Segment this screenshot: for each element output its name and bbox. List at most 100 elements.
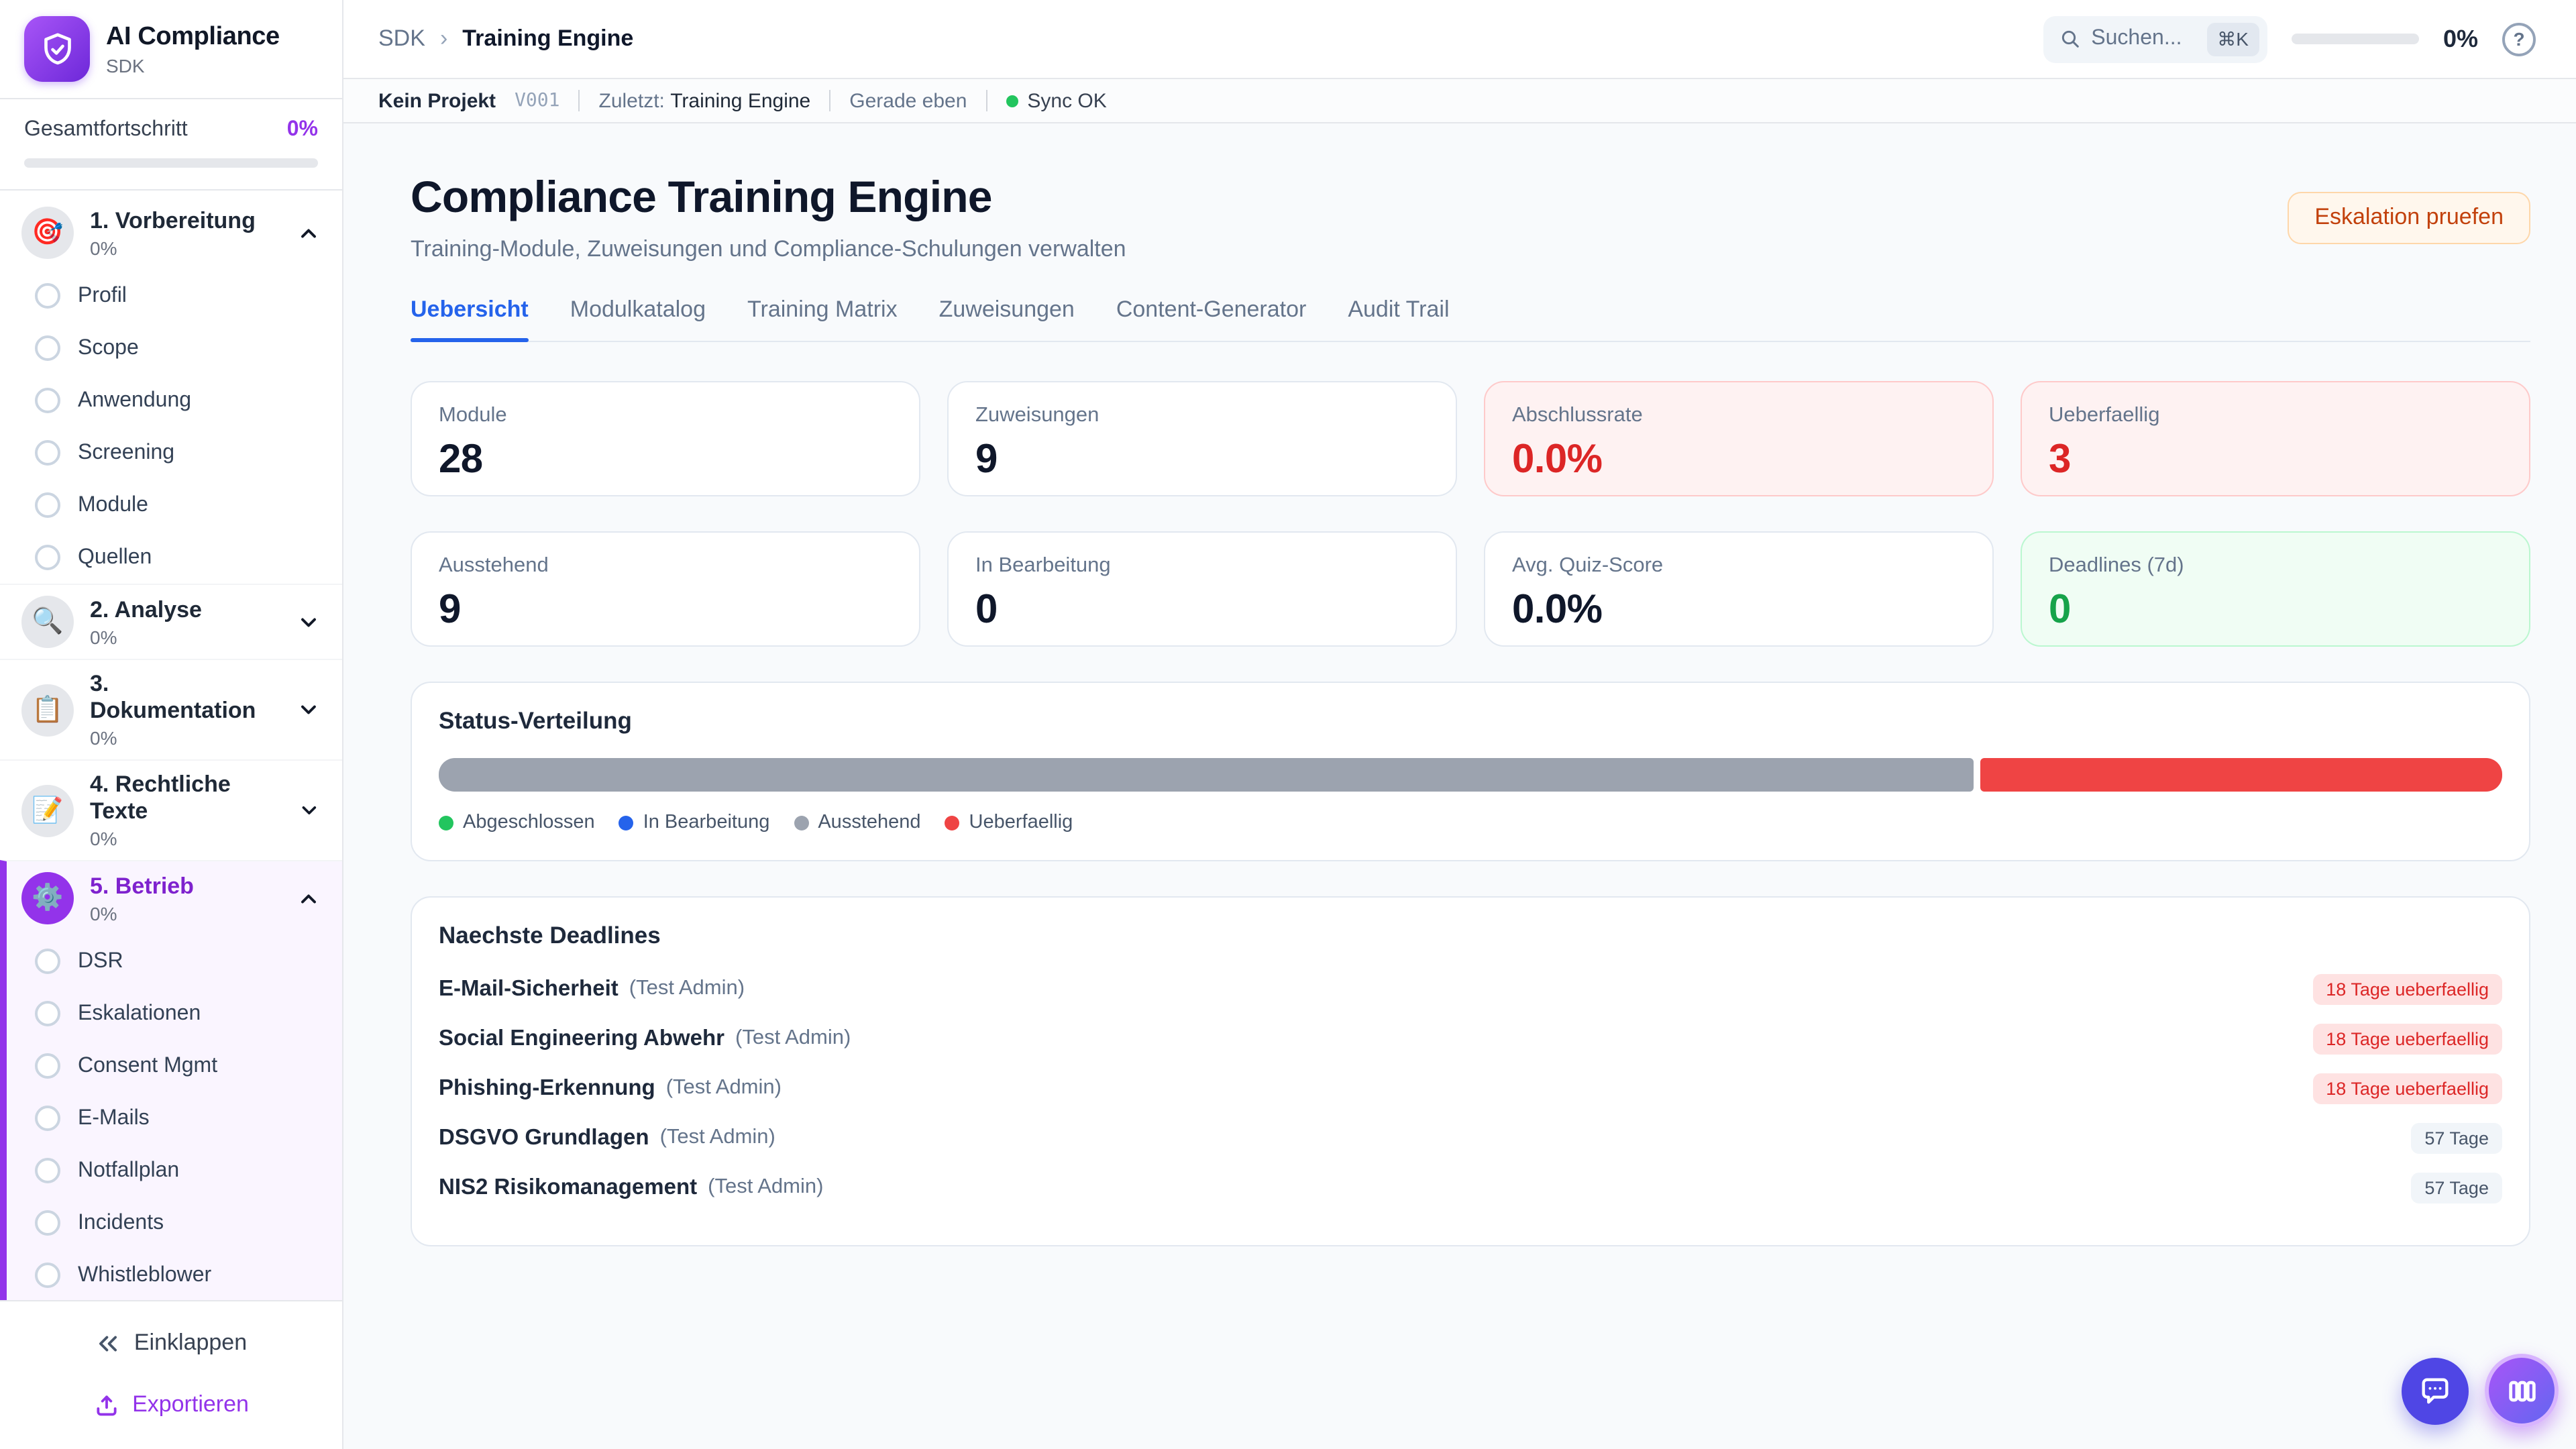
panel-title: Naechste Deadlines — [439, 922, 661, 949]
radio-circle-icon — [35, 1053, 60, 1079]
deadlines-panel: Naechste Deadlines E-Mail-Sicherheit (Te… — [411, 896, 2530, 1246]
header-progress-value: 0% — [2443, 25, 2478, 52]
sidebar-item-e-mails[interactable]: E-Mails — [7, 1092, 342, 1144]
deadline-row: NIS2 Risikomanagement (Test Admin) 57 Ta… — [439, 1169, 2502, 1206]
overdue-badge: 18 Tage ueberfaellig — [2312, 973, 2502, 1004]
due-badge: 57 Tage — [2411, 1122, 2502, 1153]
breadcrumb-current: Training Engine — [462, 25, 634, 51]
overdue-badge: 18 Tage ueberfaellig — [2312, 1073, 2502, 1104]
section-title: 4. Rechtliche Texte — [90, 771, 231, 824]
section-progress: 0% — [90, 902, 117, 924]
section-title: 5. Betrieb — [90, 873, 194, 898]
deadline-list: E-Mail-Sicherheit (Test Admin) 18 Tage u… — [439, 970, 2502, 1206]
tab-uebersicht[interactable]: Uebersicht — [411, 297, 529, 342]
section-header-dokumentation[interactable]: 📋 3. Dokumentation 0% — [0, 660, 342, 759]
sidebar-footer: Einklappen Exportieren — [0, 1300, 342, 1449]
section-header-betrieb[interactable]: ⚙️ 5. Betrieb 0% — [7, 861, 342, 935]
sidebar-item-screening[interactable]: Screening — [0, 427, 342, 479]
stat-card-abschlussrate: Abschlussrate 0.0% — [1484, 381, 1994, 496]
overall-progress-label: Gesamtfortschritt — [24, 118, 188, 141]
project-name: Kein Projekt — [378, 89, 496, 112]
help-icon[interactable]: ? — [2502, 22, 2536, 56]
red-dot-icon — [945, 815, 960, 830]
section-header-analyse[interactable]: 🔍 2. Analyse 0% — [0, 585, 342, 659]
legend-abgeschlossen: Abgeschlossen — [439, 812, 595, 833]
legend-in-bearbeitung: In Bearbeitung — [619, 812, 769, 833]
check-escalation-button[interactable]: Eskalation pruefen — [2288, 191, 2530, 244]
chevron-down-icon[interactable] — [297, 610, 321, 634]
status-bar: Kein Projekt V001 Zuletzt: Training Engi… — [343, 79, 2576, 123]
overall-progress: Gesamtfortschritt 0% — [0, 99, 342, 191]
chat-bubble-icon — [2422, 1378, 2449, 1404]
tab-content-generator[interactable]: Content-Generator — [1116, 297, 1307, 322]
columns-fab-button[interactable] — [2485, 1354, 2559, 1428]
sidebar-item-consent-mgmt[interactable]: Consent Mgmt — [7, 1040, 342, 1092]
sidebar-item-eskalationen[interactable]: Eskalationen — [7, 987, 342, 1040]
sidebar-section-betrieb: ⚙️ 5. Betrieb 0% DSR Eskalationen Consen… — [0, 860, 342, 1300]
overall-progress-value: 0% — [286, 118, 318, 141]
sidebar-item-whistleblower[interactable]: Whistleblower — [7, 1249, 342, 1300]
sidebar-item-anwendung[interactable]: Anwendung — [0, 374, 342, 427]
gray-dot-icon — [794, 815, 809, 830]
sidebar-item-module[interactable]: Module — [0, 479, 342, 531]
panel-title: Status-Verteilung — [439, 707, 632, 734]
chat-fab-button[interactable] — [2402, 1358, 2469, 1425]
clipboard-icon: 📋 — [21, 684, 74, 736]
sidebar: AI Compliance SDK Gesamtfortschritt 0% 🎯… — [0, 0, 343, 1449]
tab-modulkatalog[interactable]: Modulkatalog — [570, 297, 706, 322]
collapse-sidebar-button[interactable]: Einklappen — [0, 1312, 342, 1374]
chevron-down-icon[interactable] — [297, 698, 321, 722]
section-header-rechtliche-texte[interactable]: 📝 4. Rechtliche Texte 0% — [0, 761, 342, 860]
radio-circle-icon — [35, 949, 60, 974]
double-chevron-left-icon — [99, 1335, 117, 1351]
search-box[interactable]: ⌘K — [2043, 15, 2267, 62]
top-bar-right: ⌘K 0% ? — [2043, 15, 2536, 62]
chevron-up-icon[interactable] — [297, 886, 321, 910]
legend-ueberfaellig: Ueberfaellig — [945, 812, 1073, 833]
brand-text: AI Compliance SDK — [106, 22, 280, 76]
segment-ausstehend — [439, 758, 1974, 792]
chevron-up-icon[interactable] — [297, 221, 321, 245]
sync-status: Sync OK — [1006, 89, 1107, 112]
upload-icon — [96, 1395, 116, 1415]
sidebar-item-scope[interactable]: Scope — [0, 322, 342, 374]
chevron-down-icon[interactable] — [298, 798, 321, 822]
radio-circle-icon — [35, 440, 60, 466]
sidebar-item-notfallplan[interactable]: Notfallplan — [7, 1144, 342, 1197]
columns-icon — [2508, 1380, 2535, 1401]
section-header-vorbereitung[interactable]: 🎯 1. Vorbereitung 0% — [0, 196, 342, 270]
breadcrumb-separator: › — [439, 25, 448, 51]
breadcrumb-root[interactable]: SDK — [378, 25, 425, 51]
tab-audit-trail[interactable]: Audit Trail — [1348, 297, 1450, 322]
tab-zuweisungen[interactable]: Zuweisungen — [938, 297, 1075, 322]
section-title: 2. Analyse — [90, 596, 202, 622]
radio-circle-icon — [35, 1158, 60, 1183]
app-title: AI Compliance — [106, 22, 280, 50]
stat-card-ausstehend: Ausstehend 9 — [411, 531, 920, 647]
deadline-row: E-Mail-Sicherheit (Test Admin) 18 Tage u… — [439, 970, 2502, 1008]
version-badge: V001 — [515, 90, 560, 111]
overall-progress-bar — [24, 158, 318, 168]
deadline-row: Phishing-Erkennung (Test Admin) 18 Tage … — [439, 1069, 2502, 1107]
tab-training-matrix[interactable]: Training Matrix — [747, 297, 898, 322]
target-icon: 🎯 — [21, 207, 74, 259]
section-progress: 0% — [90, 237, 117, 258]
stat-card-in-bearbeitung: In Bearbeitung 0 — [947, 531, 1457, 647]
radio-circle-icon — [35, 388, 60, 413]
section-progress: 0% — [90, 828, 117, 849]
divider — [829, 90, 831, 111]
section-items: DSR Eskalationen Consent Mgmt E-Mails No… — [7, 935, 342, 1300]
search-input[interactable] — [2091, 27, 2196, 51]
sidebar-item-profil[interactable]: Profil — [0, 270, 342, 322]
sidebar-item-dsr[interactable]: DSR — [7, 935, 342, 987]
app-logo — [24, 16, 90, 82]
sidebar-item-quellen[interactable]: Quellen — [0, 531, 342, 584]
content-column: SDK › Training Engine ⌘K 0% ? Kein Proje… — [343, 0, 2576, 1449]
stat-card-module: Module 28 — [411, 381, 920, 496]
due-badge: 57 Tage — [2411, 1172, 2502, 1203]
sidebar-section-analyse: 🔍 2. Analyse 0% — [0, 584, 342, 659]
last-used: Zuletzt: Training Engine — [598, 89, 811, 112]
export-button[interactable]: Exportieren — [0, 1374, 342, 1436]
sidebar-item-incidents[interactable]: Incidents — [7, 1197, 342, 1249]
